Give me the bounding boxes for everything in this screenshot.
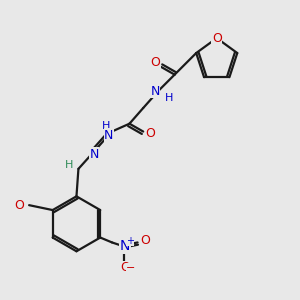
Text: −: − [126, 263, 135, 273]
Text: O: O [150, 56, 160, 69]
Text: +: + [126, 236, 134, 247]
Text: N: N [89, 148, 99, 160]
Text: O: O [145, 127, 155, 140]
Text: O: O [212, 32, 222, 45]
Text: O: O [140, 234, 150, 247]
Text: O: O [120, 262, 130, 275]
Text: H: H [164, 93, 173, 103]
Text: N: N [104, 129, 113, 142]
Text: N: N [150, 85, 160, 98]
Text: H: H [102, 121, 110, 131]
Text: H: H [64, 160, 73, 170]
Text: O: O [14, 199, 24, 212]
Text: N: N [120, 239, 130, 254]
